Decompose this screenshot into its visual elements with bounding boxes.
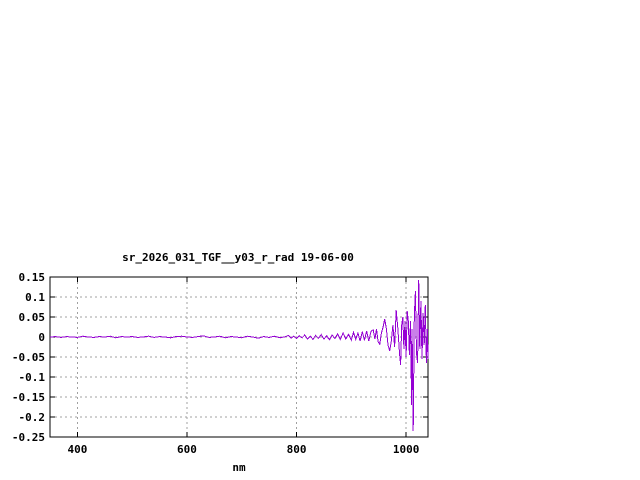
x-tick-label: 800 — [287, 443, 307, 456]
data-line — [49, 279, 429, 432]
x-axis-label: nm — [232, 461, 246, 474]
x-tick-label: 1000 — [393, 443, 420, 456]
y-tick-label: 0.15 — [19, 271, 46, 284]
axis-ticks — [50, 276, 428, 438]
grid-lines — [50, 277, 428, 437]
y-tick-label: -0.15 — [12, 391, 45, 404]
y-tick-label: -0.25 — [12, 431, 45, 444]
y-tick-label: -0.2 — [19, 411, 46, 424]
y-tick-label: -0.05 — [12, 351, 45, 364]
chart-title: sr_2026_031_TGF__y03_r_rad 19-06-00 — [122, 251, 354, 264]
y-tick-label: 0.05 — [19, 311, 46, 324]
y-tick-label: -0.1 — [19, 371, 46, 384]
y-tick-labels: 0.15 0.1 0.05 0 -0.05 -0.1 -0.15 -0.2 -0.25 — [12, 271, 45, 444]
x-tick-label: 400 — [67, 443, 87, 456]
x-tick-labels: 400 600 800 1000 — [67, 443, 419, 456]
y-tick-label: 0 — [38, 331, 45, 344]
x-tick-label: 600 — [177, 443, 197, 456]
y-tick-label: 0.1 — [25, 291, 45, 304]
